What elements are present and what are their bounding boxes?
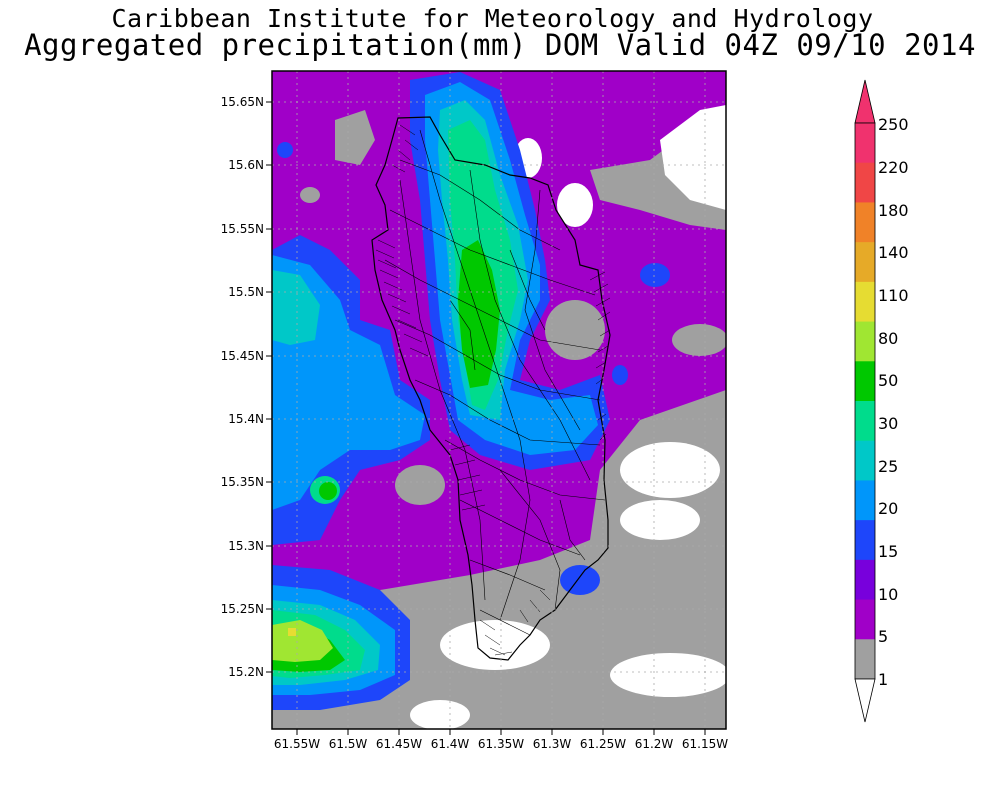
colorbar-label: 250 — [878, 115, 909, 134]
colorbar-label: 50 — [878, 371, 898, 390]
colorbar-segment — [855, 162, 875, 203]
colorbar-label: 30 — [878, 414, 898, 433]
colorbar-segment — [855, 599, 875, 640]
island-outline — [371, 116, 611, 661]
field-80-110-areas — [272, 620, 333, 662]
colorbar-segment — [855, 559, 875, 601]
colorbar-segment — [855, 480, 875, 521]
axis-ticks — [266, 101, 706, 735]
colorbar-label: 110 — [878, 286, 909, 305]
lon-label: 61.15W — [682, 737, 728, 751]
colorbar-label: 220 — [878, 158, 909, 177]
lat-label: 15.2N — [228, 665, 264, 679]
grid-lines — [272, 71, 726, 729]
precipitation-field — [272, 71, 726, 729]
island-boundaries — [384, 129, 606, 636]
lon-label: 61.45W — [376, 737, 422, 751]
lat-label: 15.6N — [228, 158, 264, 172]
lat-label: 15.45N — [221, 349, 264, 363]
colorbar-segment — [855, 321, 875, 362]
colorbar-segment — [855, 639, 875, 680]
institute-title: Caribbean Institute for Meteorology and … — [111, 4, 874, 33]
plot-frame — [271, 70, 727, 730]
lon-label: 61.4W — [431, 737, 470, 751]
colorbar-labels: 250 220 180 140 110 80 50 30 25 20 15 10… — [878, 115, 909, 689]
colorbar-label: 80 — [878, 329, 898, 348]
colorbar-label: 15 — [878, 542, 898, 561]
colorbar-segment — [855, 242, 875, 283]
colorbar-label: 20 — [878, 499, 898, 518]
lon-label: 61.3W — [533, 737, 572, 751]
colorbar-top-arrow — [854, 79, 876, 124]
colorbar-segment — [855, 520, 875, 561]
lat-label: 15.25N — [221, 602, 264, 616]
colorbar-label: 10 — [878, 585, 898, 604]
lon-label: 61.35W — [478, 737, 524, 751]
colorbar-label: 140 — [878, 243, 909, 262]
colorbar-segment — [855, 440, 875, 481]
latitude-labels: 15.65N 15.6N 15.55N 15.5N 15.45N 15.4N 1… — [221, 95, 264, 679]
field-below-1-areas — [410, 105, 726, 729]
lat-label: 15.65N — [221, 95, 264, 109]
lon-label: 61.5W — [329, 737, 368, 751]
colorbar-segment — [855, 123, 875, 164]
colorbar: 250 220 180 140 110 80 50 30 25 20 15 10… — [854, 79, 909, 723]
lat-label: 15.55N — [221, 222, 264, 236]
field-110-140-spot — [288, 628, 296, 636]
longitude-labels: 61.55W 61.5W 61.45W 61.4W 61.35W 61.3W 6… — [274, 737, 728, 751]
colorbar-label: 5 — [878, 627, 888, 646]
lat-label: 15.4N — [228, 412, 264, 426]
colorbar-segment — [855, 202, 875, 243]
colorbar-bottom-arrow — [854, 678, 876, 723]
lat-label: 15.3N — [228, 539, 264, 553]
colorbar-segment — [855, 281, 875, 323]
product-title: Aggregated precipitation(mm) DOM Valid 0… — [24, 28, 976, 62]
colorbar-segment — [855, 401, 875, 442]
colorbar-segments — [854, 122, 876, 680]
colorbar-segment — [855, 361, 875, 402]
colorbar-label: 25 — [878, 457, 898, 476]
lon-label: 61.55W — [274, 737, 320, 751]
lat-label: 15.5N — [228, 285, 264, 299]
colorbar-label: 1 — [878, 670, 888, 689]
coastal-rivers — [375, 124, 611, 656]
lat-label: 15.35N — [221, 475, 264, 489]
lon-label: 61.2W — [635, 737, 674, 751]
colorbar-label: 180 — [878, 201, 909, 220]
lon-label: 61.25W — [580, 737, 626, 751]
